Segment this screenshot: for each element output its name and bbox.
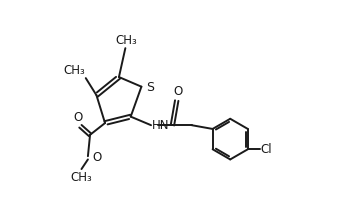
Text: Cl: Cl [261,143,272,156]
Text: CH₃: CH₃ [115,34,137,47]
Text: O: O [73,111,83,124]
Text: HN: HN [152,119,170,132]
Text: CH₃: CH₃ [71,171,92,184]
Text: S: S [146,81,154,94]
Text: CH₃: CH₃ [63,64,85,77]
Text: O: O [173,85,182,98]
Text: O: O [93,151,102,164]
